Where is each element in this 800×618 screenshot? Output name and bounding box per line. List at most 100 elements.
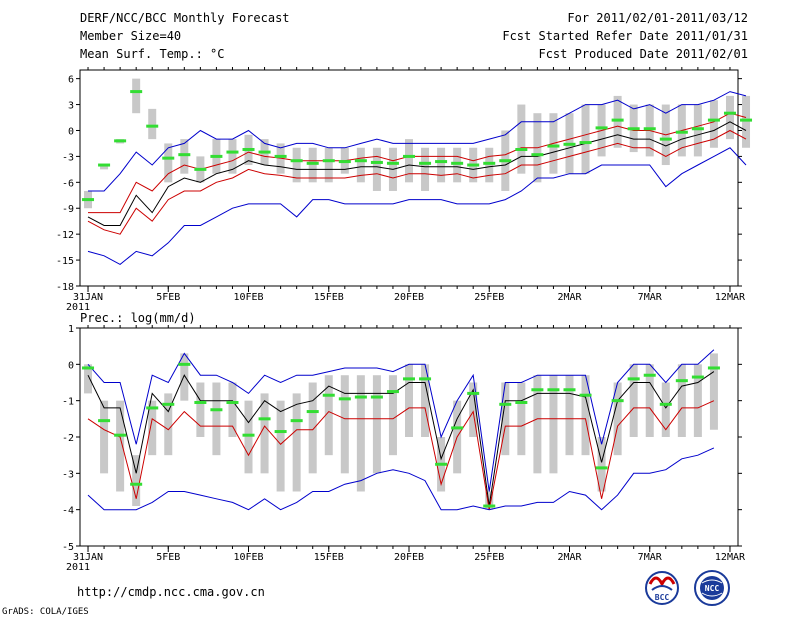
member-range-box	[164, 143, 173, 183]
observed-marker	[290, 159, 303, 163]
member-range-box	[356, 375, 365, 492]
observed-marker	[146, 124, 159, 128]
x-tick-label: 7MAR	[638, 292, 663, 303]
observed-marker	[178, 153, 191, 157]
y-tick-label: -1	[62, 397, 74, 408]
member-range-box	[148, 108, 157, 140]
observed-marker	[306, 161, 319, 165]
grads-credit: GrADS: COLA/IGES	[2, 607, 89, 617]
member-range-box	[276, 400, 285, 492]
observed-marker	[467, 391, 480, 395]
series-ensemble-max	[87, 349, 715, 492]
ncc-logo-lines	[701, 579, 723, 597]
observed-marker	[547, 144, 560, 148]
observed-marker	[290, 419, 303, 423]
produced-date: Fcst Produced Date 2011/02/01	[538, 47, 748, 61]
bcc-logo-text: BCC	[655, 593, 670, 602]
observed-marker	[194, 400, 207, 404]
member-range-box	[180, 139, 189, 174]
x-tick-label: 20FEB	[394, 292, 424, 303]
observed-marker	[130, 482, 143, 486]
observed-marker	[130, 90, 143, 94]
series-ensemble-mean	[87, 121, 747, 226]
member-range-box	[501, 382, 510, 456]
member-range-box	[308, 382, 317, 474]
x-tick-label: 12MAR	[715, 552, 746, 563]
y-tick-label: -3	[62, 152, 74, 163]
observed-marker	[579, 141, 592, 145]
observed-marker	[595, 126, 608, 130]
series-spread-lower	[87, 129, 747, 235]
member-range-box	[132, 455, 141, 507]
observed-marker	[242, 147, 255, 151]
observed-marker	[499, 402, 512, 406]
member-range-box	[372, 147, 381, 191]
observed-marker	[338, 397, 351, 401]
x-tick-label: 5FEB	[156, 552, 180, 563]
observed-marker	[114, 433, 127, 437]
observed-marker	[563, 388, 576, 392]
member-range-box	[645, 364, 654, 437]
y-tick-label: -4	[62, 506, 74, 517]
y-tick-label: -15	[56, 256, 74, 267]
observed-marker	[499, 159, 512, 163]
member-range-box	[453, 147, 462, 183]
member-range-box	[372, 375, 381, 474]
member-range-box	[485, 147, 494, 183]
x-tick-label: 10FEB	[233, 552, 263, 563]
y-tick-label: -12	[56, 230, 74, 241]
series-ensemble-min	[87, 447, 715, 511]
observed-marker	[563, 142, 576, 146]
member-range-box	[629, 364, 638, 437]
member-range-box	[693, 104, 702, 157]
y-tick-label: -3	[62, 469, 74, 480]
x-tick-label: 2MAR	[557, 552, 582, 563]
observed-marker	[210, 154, 223, 158]
source-url[interactable]: http://cmdp.ncc.cma.gov.cn	[77, 585, 265, 599]
x-tick-label: 2MAR	[557, 292, 582, 303]
y-tick-label: -9	[62, 204, 74, 215]
observed-marker	[403, 154, 415, 158]
observed-marker	[419, 377, 432, 381]
member-range-box	[196, 382, 205, 437]
x-tick-label: 31JAN	[73, 292, 103, 303]
x-tick-label: 25FEB	[474, 552, 504, 563]
y-tick-label: 0	[68, 360, 74, 371]
observed-marker	[114, 139, 127, 143]
x-year-label: 2011	[66, 302, 90, 313]
observed-marker	[483, 504, 496, 508]
observed-marker	[386, 161, 399, 165]
member-range-box	[292, 393, 301, 492]
x-tick-label: 5FEB	[156, 292, 180, 303]
observed-marker	[595, 466, 608, 470]
member-range-box	[709, 353, 718, 430]
y-tick-label: -2	[62, 433, 74, 444]
x-tick-label: 15FEB	[314, 292, 344, 303]
observed-marker	[435, 160, 448, 164]
observed-marker	[98, 419, 111, 423]
chart-title: DERF/NCC/BCC Monthly Forecast	[80, 11, 290, 25]
observed-marker	[370, 395, 383, 399]
member-range-box	[469, 382, 478, 437]
series-ensemble-min	[87, 147, 747, 265]
observed-marker	[659, 402, 672, 406]
member-range-box	[405, 139, 413, 183]
member-range-box	[405, 364, 413, 437]
observed-marker	[146, 406, 159, 410]
member-range-box	[725, 95, 734, 140]
observed-marker	[627, 377, 640, 381]
observed-marker	[354, 395, 367, 399]
observed-marker	[451, 161, 464, 165]
member-range-box	[340, 375, 349, 474]
observed-marker	[306, 410, 319, 414]
member-range-box	[421, 364, 430, 437]
member-range-box	[613, 382, 622, 456]
observed-marker	[242, 433, 255, 437]
observed-marker	[531, 153, 544, 157]
member-range-box	[228, 139, 237, 174]
observed-marker	[98, 163, 111, 167]
observed-marker	[515, 400, 528, 404]
